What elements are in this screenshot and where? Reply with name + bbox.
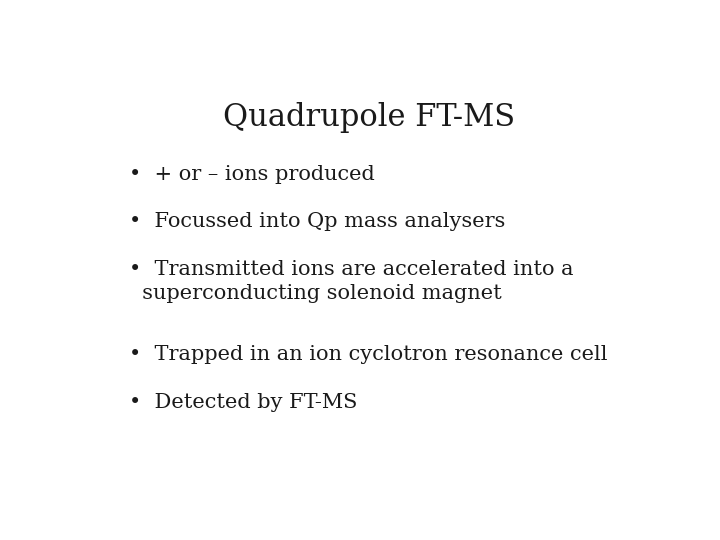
Text: •  Transmitted ions are accelerated into a
  superconducting solenoid magnet: • Transmitted ions are accelerated into …: [129, 260, 574, 303]
Text: •  Focussed into Qp mass analysers: • Focussed into Qp mass analysers: [129, 212, 505, 232]
Text: •  + or – ions produced: • + or – ions produced: [129, 165, 375, 184]
Text: •  Trapped in an ion cyclotron resonance cell: • Trapped in an ion cyclotron resonance …: [129, 346, 608, 365]
Text: •  Detected by FT-MS: • Detected by FT-MS: [129, 393, 357, 412]
Text: Quadrupole FT-MS: Quadrupole FT-MS: [223, 102, 515, 133]
